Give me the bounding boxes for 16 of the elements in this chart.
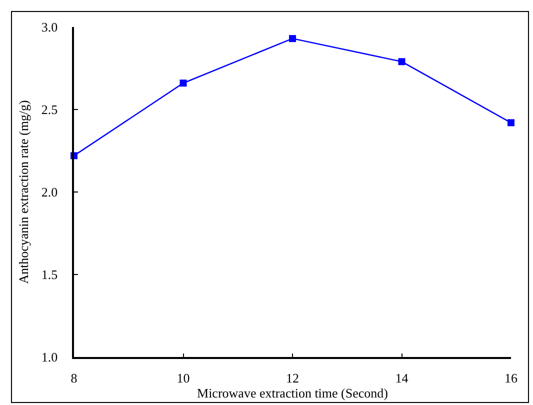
y-tick-label: 2.0 xyxy=(41,184,58,200)
x-tick-label: 8 xyxy=(70,370,78,386)
x-tick-label: 14 xyxy=(395,370,409,386)
y-tick-label: 1.0 xyxy=(41,350,58,365)
x-axis-title: Microwave extraction time (Second) xyxy=(197,385,388,400)
point xyxy=(508,119,514,126)
point xyxy=(289,35,296,42)
y-axis-title: Anthocyanin extraction rate (mg/g) xyxy=(16,100,31,284)
y-tick-label: 1.5 xyxy=(41,267,58,282)
y-tick-label: 2.5 xyxy=(41,102,58,118)
x-tick-label: 12 xyxy=(286,370,299,386)
x-tick-label: 10 xyxy=(176,370,190,386)
y-tick-label: 3.0 xyxy=(41,20,58,35)
point xyxy=(398,58,406,66)
point xyxy=(180,80,187,87)
x-tick-label: 16 xyxy=(504,370,518,386)
